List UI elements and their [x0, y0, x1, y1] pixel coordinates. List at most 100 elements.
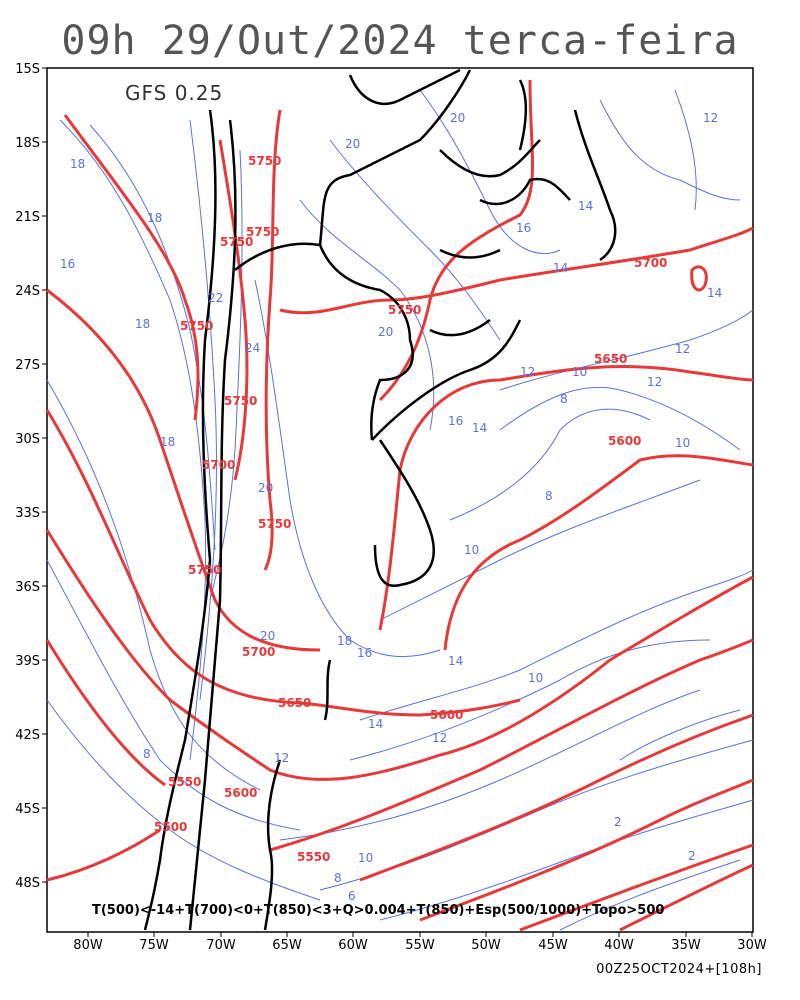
geo-label: 5600	[224, 786, 257, 800]
brazil-state-border	[439, 248, 501, 259]
brazil-state-border	[518, 79, 528, 151]
thick-label: 18	[147, 211, 162, 225]
thickness-line	[254, 279, 441, 658]
thickness-line	[89, 124, 216, 551]
brazil-state-border	[439, 139, 541, 178]
lon-label: 75W	[139, 938, 169, 953]
thick-label: 12	[675, 342, 690, 356]
thick-label: 20	[450, 111, 465, 125]
thick-label: 16	[448, 414, 463, 428]
thick-label: 18	[337, 634, 352, 648]
brazil-state-border	[479, 177, 571, 206]
geo-label: 5700	[634, 256, 667, 270]
thick-label: 10	[675, 436, 690, 450]
lon-label: 35W	[671, 938, 701, 953]
geopotential-contour-labels: 5750 5750 5750 5750 5750 5700 5750 5750 …	[154, 154, 667, 864]
lat-label: 24S	[15, 284, 40, 299]
thick-label: 10	[464, 543, 479, 557]
thick-label: 8	[545, 489, 553, 503]
thickness-line	[59, 119, 207, 761]
political-borders	[143, 68, 617, 931]
geopotential-line	[46, 828, 161, 882]
lon-label: 45W	[538, 938, 568, 953]
lon-label: 50W	[471, 938, 501, 953]
thick-label: 14	[553, 261, 568, 275]
thickness-line	[674, 89, 697, 211]
geopotential-line	[63, 114, 200, 421]
lat-label: 42S	[15, 728, 40, 743]
lat-label: 27S	[15, 358, 40, 373]
thickness-line	[599, 99, 741, 201]
geopotential-line	[619, 863, 754, 932]
thickness-line	[619, 709, 741, 761]
lon-label: 55W	[405, 938, 435, 953]
thickness-line	[329, 139, 501, 341]
geo-label: 5750	[258, 517, 291, 531]
chile-coast	[143, 109, 217, 931]
thick-label: 12	[274, 751, 289, 765]
thick-label: 12	[647, 375, 662, 389]
geo-label: 5500	[154, 820, 187, 834]
geo-label: 5650	[594, 352, 627, 366]
thick-label: 20	[345, 137, 360, 151]
bolivia-border	[234, 69, 472, 271]
model-label: GFS 0.25	[125, 81, 223, 105]
thickness-line	[46, 699, 321, 901]
lon-label: 60W	[338, 938, 368, 953]
geo-label: 5750	[180, 319, 213, 333]
thick-label: 12	[520, 365, 535, 379]
lat-label: 33S	[15, 506, 40, 521]
geo-label: 5650	[278, 696, 311, 710]
geopotential-line	[269, 638, 754, 852]
geopotential-line	[378, 79, 534, 402]
thick-label: 16	[60, 257, 75, 271]
thick-label: 20	[258, 481, 273, 495]
lon-label: 65W	[272, 938, 302, 953]
thickness-line	[299, 199, 435, 431]
geopotential-line	[279, 226, 754, 315]
lat-label: 45S	[15, 802, 40, 817]
thick-label: 8	[334, 871, 342, 885]
thick-label: 18	[160, 435, 175, 449]
thickness-contour-labels: 20 18 18 16 18 22 24 20 20 18 16 20 20 1…	[60, 111, 722, 903]
thick-label: 8	[560, 392, 568, 406]
lon-label: 40W	[604, 938, 634, 953]
thickness-line	[189, 119, 218, 701]
thickness-line	[559, 859, 741, 931]
geo-label: 5700	[202, 458, 235, 472]
thickness-line	[419, 89, 561, 255]
geo-label: 5600	[608, 434, 641, 448]
thick-label: 14	[578, 199, 593, 213]
tick-marks	[42, 67, 753, 937]
argentina-coast	[323, 659, 332, 721]
paraguay-border	[318, 244, 414, 441]
thickness-line	[379, 479, 701, 621]
thick-label: 22	[208, 291, 223, 305]
lat-label: 18S	[15, 136, 40, 151]
longitude-labels: 80W 75W 70W 65W 60W 55W 50W 45W 40W 35W …	[73, 938, 767, 953]
geopotential-line	[690, 265, 708, 292]
patagonia-coast	[263, 759, 282, 931]
geo-label: 5700	[242, 645, 275, 659]
thick-label: 14	[368, 717, 383, 731]
thick-label: 6	[348, 889, 356, 903]
thickness-line	[349, 639, 711, 761]
thickness-line	[499, 309, 754, 391]
thick-label: 10	[528, 671, 543, 685]
thick-label: 24	[245, 341, 260, 355]
thickness-line	[279, 689, 701, 841]
geo-label: 5550	[168, 775, 201, 789]
thick-label: 18	[135, 317, 150, 331]
thickness-line	[499, 386, 741, 451]
thick-label: 12	[703, 111, 718, 125]
lat-label: 21S	[15, 210, 40, 225]
geopotential-contours	[45, 79, 754, 932]
thick-label: 12	[432, 731, 447, 745]
thickness-line	[359, 569, 754, 721]
geopotential-line	[519, 843, 754, 932]
geo-label: 5750	[246, 225, 279, 239]
map-title: 09h 29/Out/2024 terca-feira	[61, 18, 739, 64]
map-frame	[46, 67, 754, 933]
thickness-line	[449, 408, 651, 521]
